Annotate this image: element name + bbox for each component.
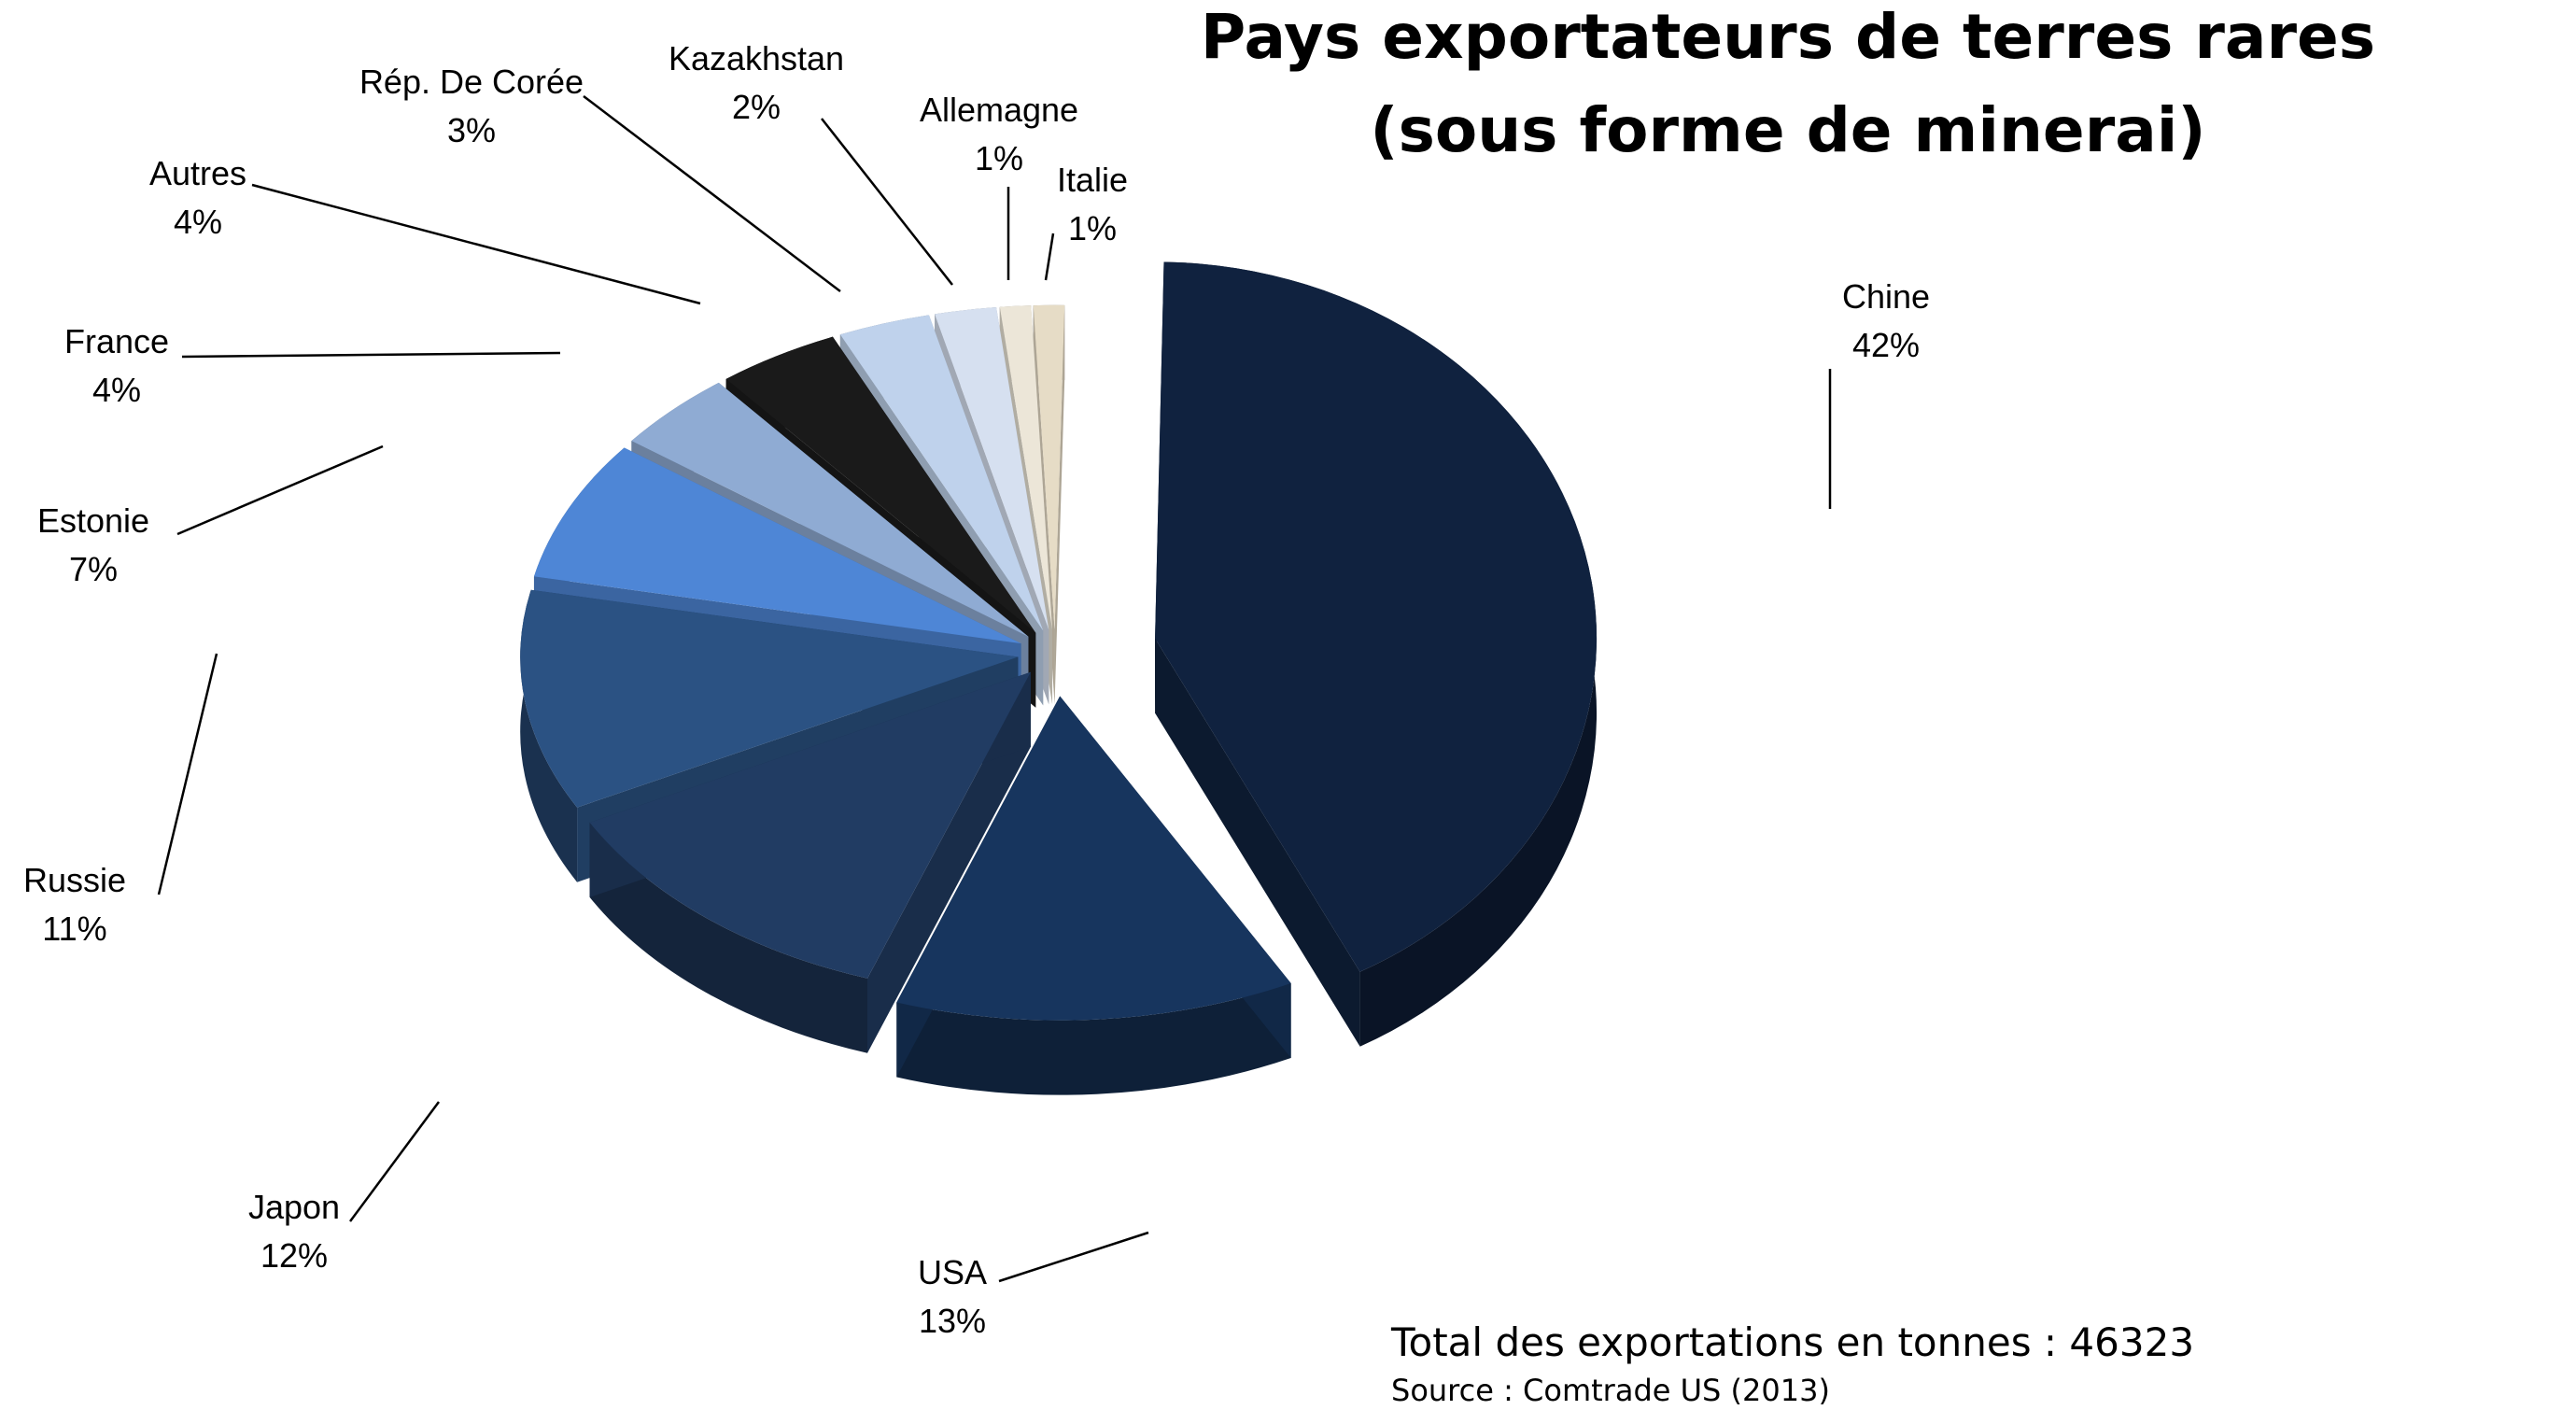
- slice-percent-autres: 4%: [174, 203, 222, 241]
- pie-slice-usa: [896, 696, 1291, 1021]
- leader-line-usa: [998, 1231, 1149, 1283]
- chart-title-line1: Pays exportateurs de terres rares: [1201, 1, 2375, 73]
- slice-wall-1-italie: [1054, 304, 1065, 704]
- slice-side-russie: [520, 589, 578, 882]
- slice-label-chine: Chine: [1842, 277, 1930, 316]
- slice-percent-russie: 11%: [42, 909, 106, 948]
- slice-wall-0-japon: [867, 671, 1031, 1053]
- pie-slice-russie: [520, 589, 1019, 808]
- slice-percent-estonie: 7%: [69, 550, 118, 588]
- slice-label-russie: Russie: [23, 861, 126, 899]
- pie-slice-allemagne: [999, 305, 1053, 630]
- slice-percent-italie: 1%: [1068, 209, 1117, 247]
- slice-label-italie: Italie: [1057, 161, 1128, 199]
- total-exports-note: Total des exportations en tonnes : 46323: [1390, 1319, 2194, 1365]
- source-note: Source : Comtrade US (2013): [1391, 1373, 1830, 1408]
- slice-label-estonie: Estonie: [37, 501, 149, 540]
- leader-line-r-p-de-cor-e: [583, 95, 841, 292]
- pie-slice-autres: [725, 336, 1036, 633]
- leader-line-france: [181, 351, 561, 359]
- slice-label-kazakhstan: Kazakhstan: [669, 39, 844, 78]
- slice-percent-r-p-de-cor-e: 3%: [447, 111, 496, 149]
- slice-percent-allemagne: 1%: [975, 139, 1023, 177]
- slice-label-autres: Autres: [149, 154, 246, 192]
- slice-label-usa: USA: [918, 1253, 987, 1291]
- leader-line-italie: [1044, 233, 1055, 281]
- slice-percent-usa: 13%: [919, 1302, 986, 1340]
- slice-percent-japon: 12%: [260, 1236, 328, 1275]
- slice-percent-kazakhstan: 2%: [732, 88, 781, 126]
- leader-line-kazakhstan: [821, 118, 953, 286]
- slice-wall-1-chine: [1155, 638, 1360, 1047]
- slice-label-france: France: [64, 322, 169, 360]
- leader-line-russie: [157, 653, 218, 895]
- slice-percent-france: 4%: [92, 371, 141, 409]
- pie-slice-r-p-de-cor-e: [839, 315, 1044, 631]
- leader-line-estonie: [176, 444, 384, 536]
- leader-line-japon: [348, 1101, 441, 1222]
- leader-line-autres: [251, 183, 701, 305]
- slice-label-r-p-de-cor-e: Rép. De Corée: [359, 63, 584, 101]
- slice-label-japon: Japon: [248, 1188, 340, 1226]
- pie-slice-italie: [1033, 304, 1065, 629]
- pie-slice-estonie: [533, 447, 1021, 644]
- pie-slice-france: [631, 382, 1029, 637]
- slice-label-allemagne: Allemagne: [920, 91, 1078, 129]
- pie-slice-kazakhstan: [935, 307, 1049, 630]
- slice-side-usa: [896, 982, 1291, 1095]
- pie-slice-japon: [589, 671, 1031, 979]
- slice-side-japon: [589, 822, 868, 1053]
- pie-slice-chine: [1155, 261, 1598, 972]
- slice-percent-chine: 42%: [1852, 326, 1920, 364]
- chart-title-line2: (sous forme de minerai): [1370, 94, 2205, 166]
